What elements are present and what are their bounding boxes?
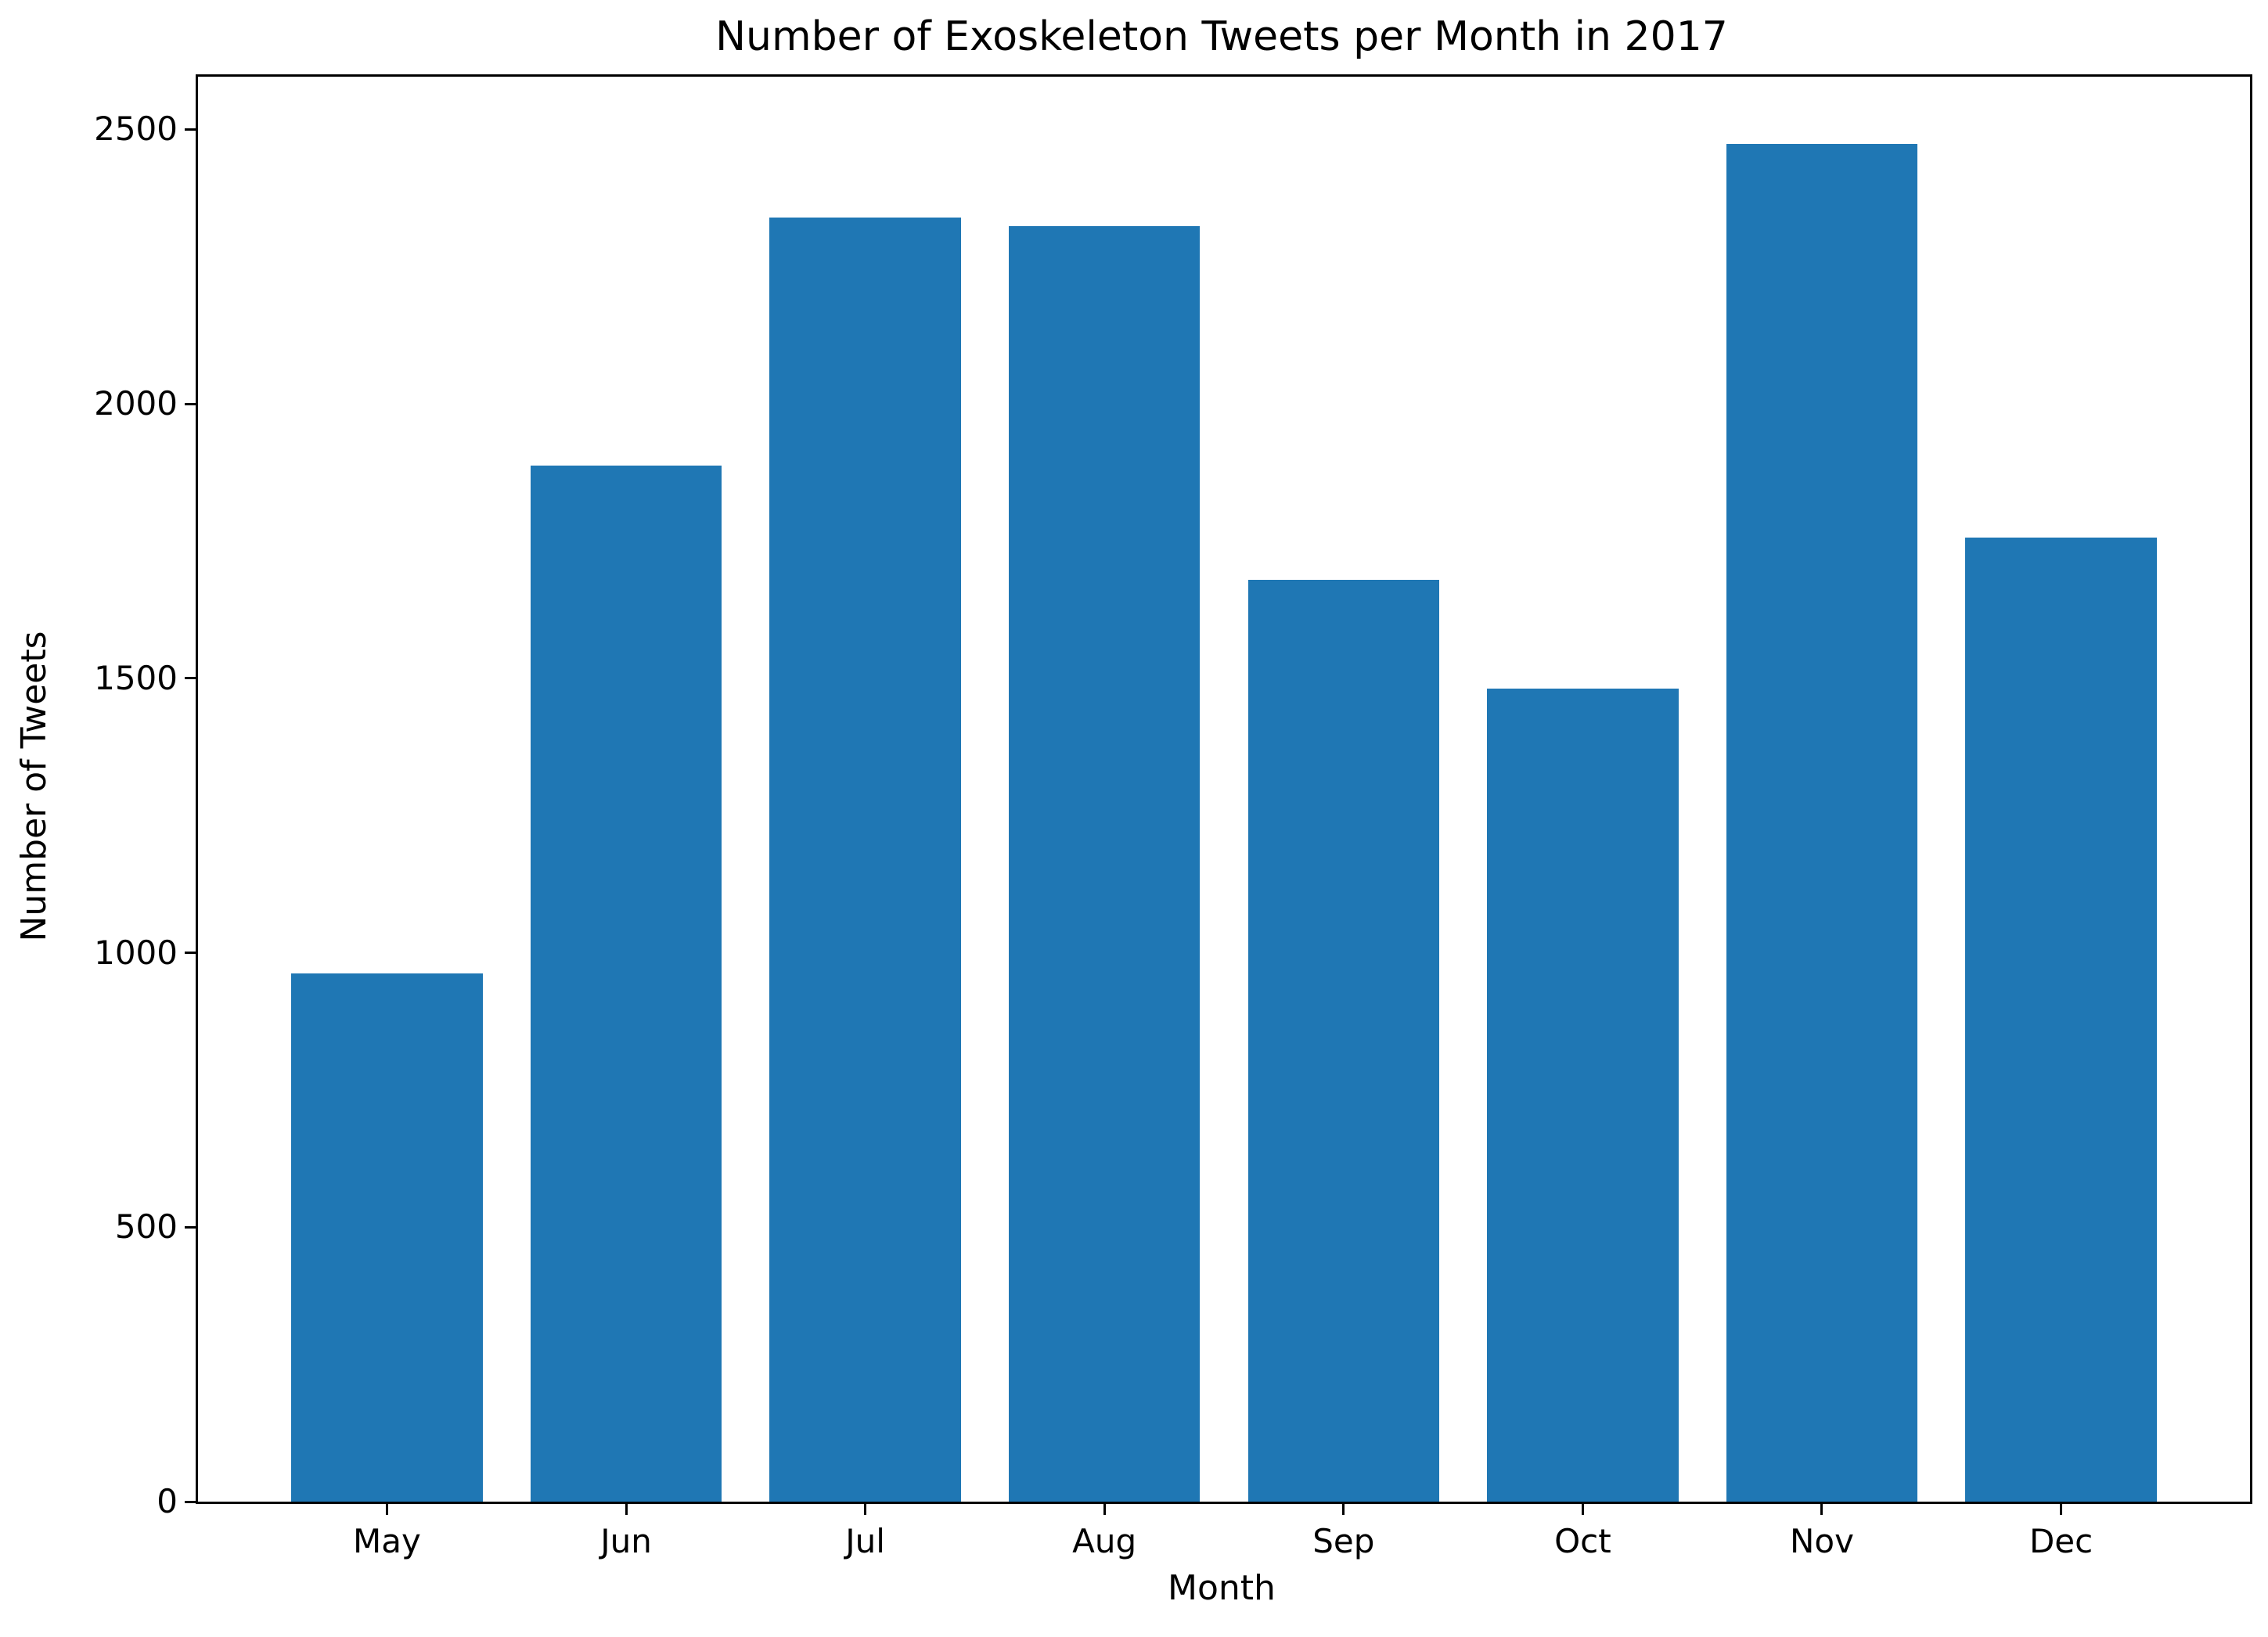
y-tick-label-1000: 1000 (94, 933, 178, 972)
y-tick-mark (185, 1500, 196, 1503)
x-tick-label-aug: Aug (1072, 1522, 1137, 1560)
bar-aug (1008, 225, 1201, 1502)
x-tick-mark (1820, 1504, 1823, 1515)
y-tick-label-2500: 2500 (94, 110, 178, 149)
bar-may (291, 973, 483, 1502)
x-axis-label: Month (1168, 1568, 1276, 1608)
x-tick-label-jul: Jul (845, 1522, 885, 1560)
bar-jul (769, 217, 961, 1502)
x-tick-mark (2060, 1504, 2063, 1515)
y-tick-mark (185, 402, 196, 405)
y-tick-label-2000: 2000 (94, 384, 178, 423)
x-tick-label-jun: Jun (600, 1522, 652, 1560)
y-tick-mark (185, 952, 196, 955)
x-tick-mark (385, 1504, 388, 1515)
x-tick-mark (1342, 1504, 1345, 1515)
y-tick-mark (185, 128, 196, 131)
x-tick-mark (1103, 1504, 1106, 1515)
bar-nov (1726, 143, 1918, 1502)
y-axis-label: Number of Tweets (14, 631, 54, 942)
x-tick-mark (864, 1504, 867, 1515)
x-tick-label-dec: Dec (2029, 1522, 2093, 1560)
y-tick-label-500: 500 (114, 1207, 178, 1247)
x-tick-label-nov: Nov (1789, 1522, 1854, 1560)
bar-jun (530, 466, 722, 1502)
y-tick-label-1500: 1500 (94, 658, 178, 697)
chart-title: Number of Exoskeleton Tweets per Month i… (715, 13, 1728, 60)
y-tick-mark (185, 1225, 196, 1229)
plot-area: May Jun Jul Aug Sep Oct Nov Dec 0 500 1000 1500 2000… (94, 74, 2252, 1558)
y-tick-mark (185, 677, 196, 680)
x-tick-label-sep: Sep (1312, 1522, 1375, 1560)
bar-dec (1965, 537, 2157, 1502)
x-tick-label-may: May (352, 1522, 421, 1560)
x-tick-label-oct: Oct (1554, 1522, 1611, 1560)
y-tick-label-0: 0 (157, 1482, 178, 1520)
bar-oct (1487, 689, 1679, 1502)
bar-sep (1247, 579, 1440, 1502)
x-tick-mark (1581, 1504, 1584, 1515)
x-tick-mark (625, 1504, 628, 1515)
